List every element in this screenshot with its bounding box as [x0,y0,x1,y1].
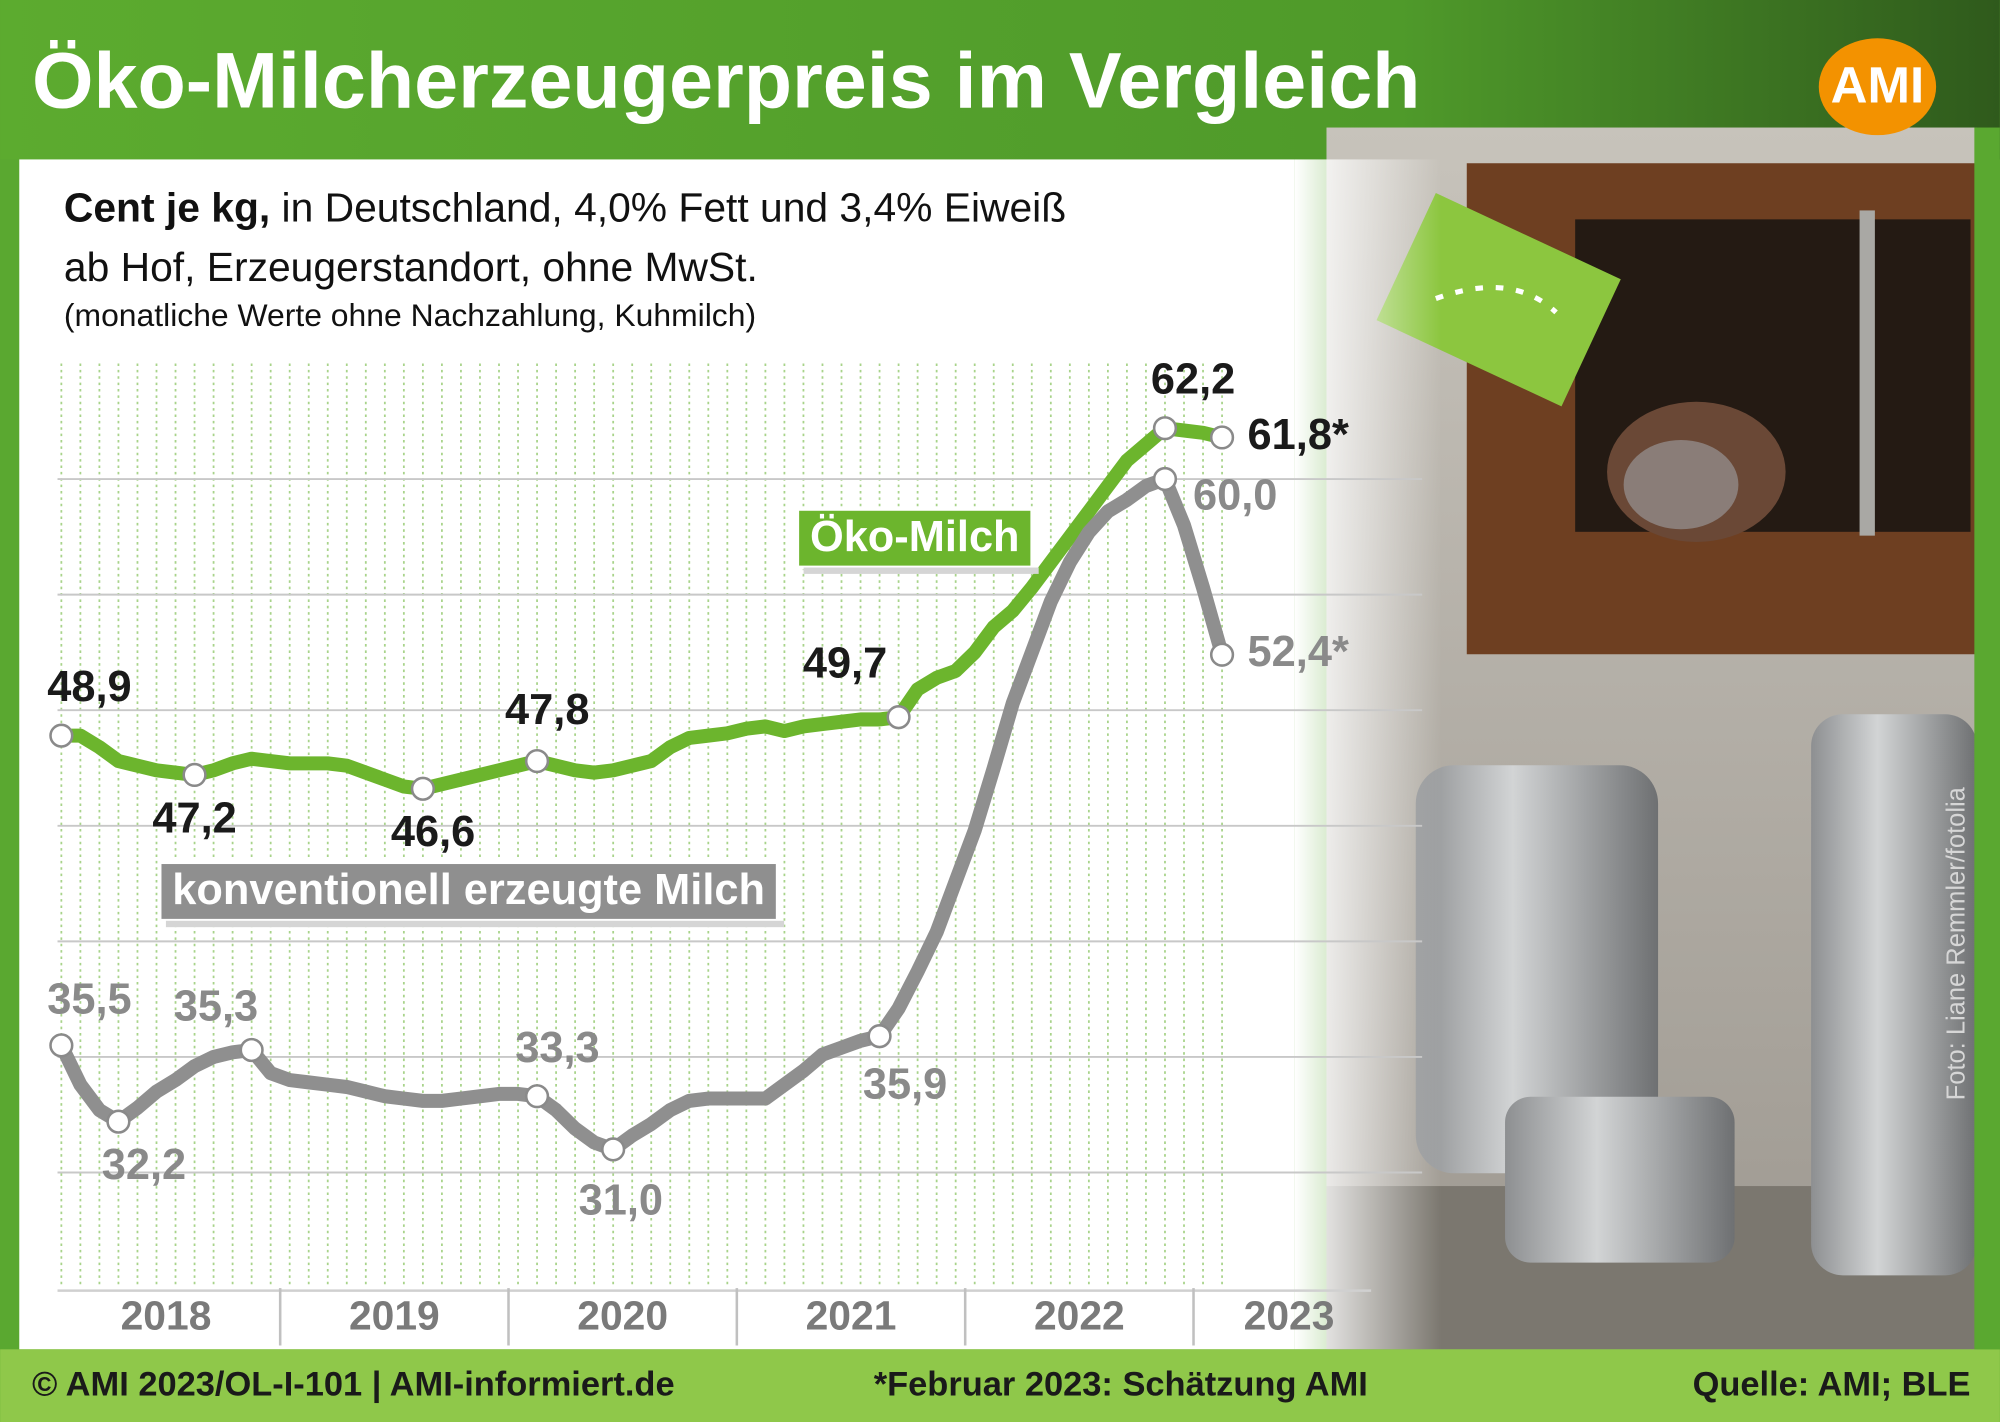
data-label: 32,2 [102,1141,186,1189]
data-label: 52,4* [1248,628,1349,676]
data-point [410,776,436,801]
data-point [1152,416,1178,441]
x-tick-label: 2019 [349,1292,440,1338]
photo-can-small [1505,1096,1735,1263]
subtitle-bold: Cent je kg, [64,184,270,230]
subtitle-2: ab Hof, Erzeugerstandort, ohne MwSt. [64,244,758,290]
subtitle: Cent je kg, in Deutschland, 4,0% Fett un… [64,184,1066,230]
photo-can [1811,714,1977,1276]
data-point [106,1109,131,1134]
x-tick-label: 2018 [121,1292,212,1338]
data-label: 61,8* [1248,411,1349,459]
subtitle-text: in Deutschland, 4,0% Fett und 3,4% Eiwei… [282,184,1067,230]
series-label: Öko-Milch [810,513,1020,561]
data-label: 62,2 [1151,356,1235,404]
x-tick-label: 2020 [577,1292,668,1338]
logo: AMI [1831,57,1924,114]
data-label: 47,2 [152,794,236,842]
series-line [54,421,1230,796]
x-tick-label: 2022 [1034,1292,1125,1338]
data-point [1209,642,1235,667]
series-label-shadow [165,920,785,928]
data-label: 35,9 [863,1061,947,1109]
panel-fade [1294,159,1442,1350]
data-point [1209,425,1235,450]
footer-left: © AMI 2023/OL-I-101 | AMI-informiert.de [32,1365,675,1403]
data-point [182,762,207,788]
data-point [1152,466,1178,492]
logo-badge [1818,38,1937,136]
series-label: konventionell erzeugte Milch [172,866,765,914]
data-point [886,705,911,730]
x-tick-label: 2023 [1244,1292,1335,1338]
photo-bar [1859,210,1875,536]
x-tick-label: 2021 [806,1292,897,1338]
plot: 2018 2019 2020 2021 2022 2023 48,9 47,2 46,6 47,8… [47,356,1423,1346]
series-label-box [157,860,780,923]
footer-bar [0,1349,2000,1422]
data-label: 35,5 [47,975,131,1023]
data-label: 60,0 [1193,472,1277,520]
data-label: 49,7 [803,640,887,688]
series-label-box [795,506,1035,570]
data-label: 33,3 [515,1024,599,1072]
data-label: 35,3 [174,983,258,1031]
data-point [601,1137,626,1162]
source: Quelle: AMI; BLE [1693,1365,1971,1403]
photo-can [1415,765,1659,1174]
data-label: 47,8 [505,686,589,734]
chart-title: Öko-Milcherzeugerpreis im Vergleich [32,36,1420,125]
data-point [49,723,74,748]
data-point [239,1037,264,1063]
data-point [524,748,550,774]
data-label: 31,0 [579,1176,663,1224]
series-label-shadow [803,567,1039,574]
photo-credit: Foto: Liane Remmler/fotolia [1943,786,1971,1100]
frame-right [1974,127,2000,1350]
data-label: 46,6 [391,808,475,856]
data-point [524,1084,550,1109]
note: (monatliche Werte ohne Nachzahlung, Kuhm… [64,297,756,333]
data-point [49,1033,74,1058]
data-point [867,1024,892,1049]
footnote: *Februar 2023: Schätzung AMI [874,1365,1368,1403]
photo-cow-nose [1623,439,1739,530]
data-label: 48,9 [47,663,131,711]
